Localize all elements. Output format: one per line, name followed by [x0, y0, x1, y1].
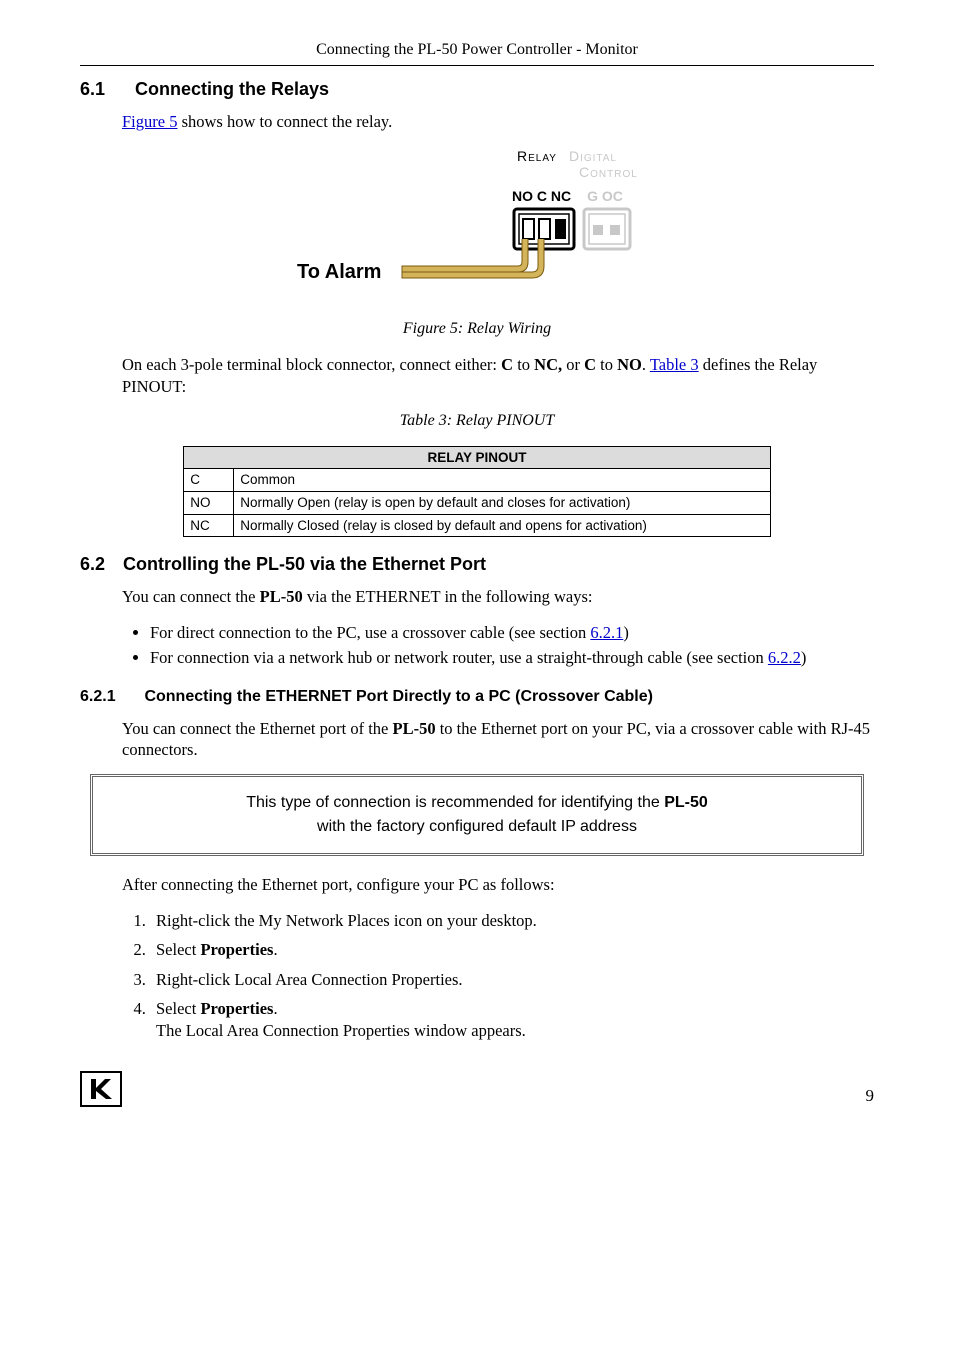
list-item: For connection via a network hub or netw…: [150, 647, 874, 668]
relay-wiring-figure: Relay Digital Control NO C NC G OC: [80, 147, 874, 314]
section-6-1-heading: 6.1 Connecting the Relays: [80, 78, 874, 101]
callout-box: This type of connection is recommended f…: [90, 774, 864, 856]
running-header-text: Connecting the PL-50 Power Controller - …: [316, 41, 638, 58]
figure-5-caption: Figure 5: Relay Wiring: [80, 319, 874, 340]
to-alarm-label: To Alarm: [297, 259, 381, 285]
figure-5-link[interactable]: Figure 5: [122, 112, 177, 131]
section-6-2-intro: You can connect the PL-50 via the ETHERN…: [122, 586, 874, 607]
list-item: For direct connection to the PC, use a c…: [150, 622, 874, 643]
pin-cell: C: [184, 469, 234, 492]
pin-cell: NO: [184, 491, 234, 514]
table-row: C Common: [184, 469, 771, 492]
section-6-2-num: 6.2: [80, 553, 118, 576]
desc-cell: Common: [234, 469, 771, 492]
section-6-2-heading: 6.2 Controlling the PL-50 via the Ethern…: [80, 553, 874, 576]
list-item: Right-click the My Network Places icon o…: [150, 910, 874, 931]
table-3-link[interactable]: Table 3: [650, 355, 699, 374]
list-item: Right-click Local Area Connection Proper…: [150, 969, 874, 990]
section-6-2-bullets: For direct connection to the PC, use a c…: [150, 622, 874, 669]
section-6-2-title: Controlling the PL-50 via the Ethernet P…: [123, 554, 486, 574]
table-row: NO Normally Open (relay is open by defau…: [184, 491, 771, 514]
table-3-caption: Table 3: Relay PINOUT: [80, 411, 874, 432]
table-row: NC Normally Closed (relay is closed by d…: [184, 514, 771, 537]
section-6-1-title: Connecting the Relays: [135, 79, 329, 99]
table-header: RELAY PINOUT: [184, 446, 771, 469]
relay-pinout-table: RELAY PINOUT C Common NO Normally Open (…: [183, 446, 771, 537]
link-6-2-2[interactable]: 6.2.2: [768, 648, 801, 667]
section-6-1-intro-text: shows how to connect the relay.: [177, 112, 392, 131]
list-item: Select Properties. The Local Area Connec…: [150, 998, 874, 1041]
section-6-2-1-heading: 6.2.1 Connecting the ETHERNET Port Direc…: [80, 687, 874, 708]
page-footer: 9: [80, 1071, 874, 1107]
after-callout-para: After connecting the Ethernet port, conf…: [122, 874, 874, 895]
page-number: 9: [866, 1085, 875, 1107]
section-6-1-intro: Figure 5 shows how to connect the relay.: [122, 111, 874, 132]
section-6-2-1-num: 6.2.1: [80, 687, 140, 708]
pin-cell: NC: [184, 514, 234, 537]
desc-cell: Normally Closed (relay is closed by defa…: [234, 514, 771, 537]
desc-cell: Normally Open (relay is open by default …: [234, 491, 771, 514]
config-steps: Right-click the My Network Places icon o…: [150, 910, 874, 1041]
section-6-2-1-title: Connecting the ETHERNET Port Directly to…: [144, 688, 653, 705]
brand-logo-icon: [80, 1071, 122, 1107]
section-6-2-1-para: You can connect the Ethernet port of the…: [122, 718, 874, 761]
link-6-2-1[interactable]: 6.2.1: [590, 623, 623, 642]
list-item: Select Properties.: [150, 939, 874, 960]
section-6-1-num: 6.1: [80, 78, 130, 101]
para-after-figure: On each 3-pole terminal block connector,…: [122, 354, 874, 397]
running-header: Connecting the PL-50 Power Controller - …: [80, 40, 874, 66]
